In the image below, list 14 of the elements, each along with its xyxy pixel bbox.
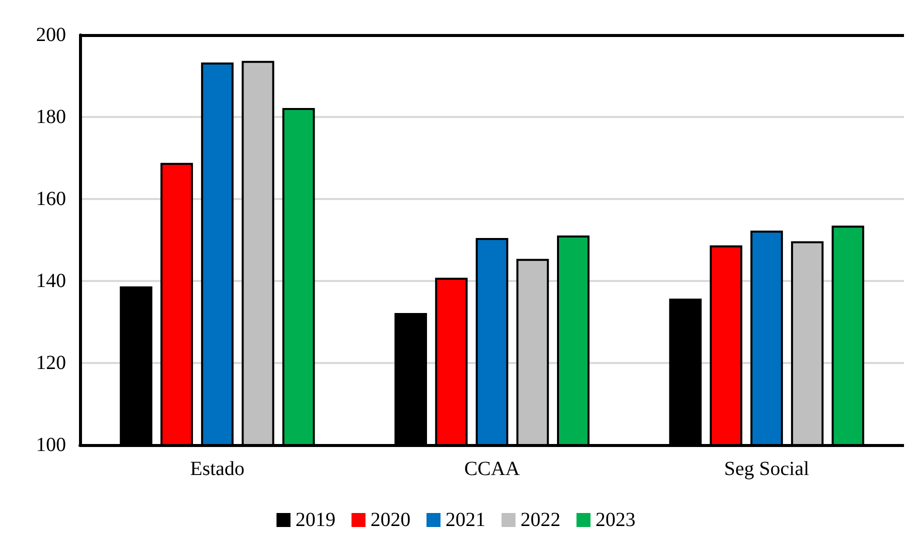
legend-label: 2023 (596, 509, 636, 531)
y-tick-label: 160 (36, 188, 66, 210)
legend-label: 2022 (520, 509, 560, 531)
y-tick-label: 180 (36, 106, 66, 128)
legend-label: 2021 (446, 509, 486, 531)
y-tick-label: 140 (36, 270, 66, 292)
x-tick-label: CCAA (464, 458, 520, 480)
legend-label: 2020 (370, 509, 410, 531)
y-tick-label: 200 (36, 24, 66, 46)
legend-label: 2019 (296, 509, 336, 531)
x-tick-label: Estado (190, 458, 245, 480)
x-tick-label: Seg Social (724, 458, 810, 480)
y-tick-label: 100 (36, 434, 66, 456)
y-tick-label: 120 (36, 352, 66, 374)
